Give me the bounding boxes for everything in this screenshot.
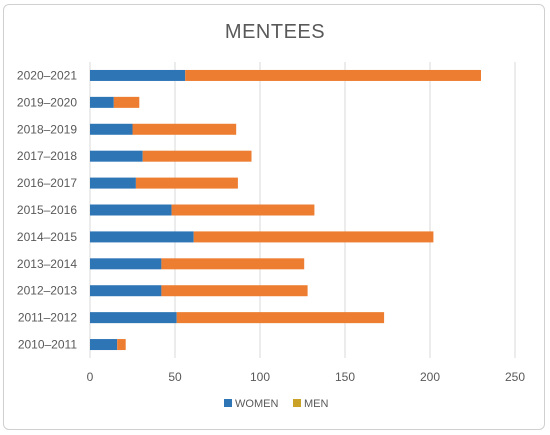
- bar-men-2018–2019: [132, 123, 237, 135]
- legend-swatch-men: [293, 399, 301, 407]
- bar-men-2015–2016: [171, 204, 315, 216]
- bar-women-2010–2011: [90, 339, 118, 351]
- y-tick-label-2013–2014: 2013–2014: [17, 257, 77, 271]
- bar-men-2020–2021: [185, 69, 481, 81]
- y-tick-label-2010–2011: 2010–2011: [18, 338, 78, 352]
- bar-women-2016–2017: [90, 177, 136, 189]
- bar-women-2020–2021: [90, 69, 186, 81]
- bars: [90, 69, 481, 351]
- bar-women-2017–2018: [90, 150, 143, 162]
- bar-men-2013–2014: [161, 258, 305, 270]
- bar-women-2011–2012: [90, 312, 177, 324]
- x-tick-label-200: 200: [420, 370, 440, 384]
- x-tick-label-50: 50: [168, 370, 182, 384]
- y-tick-label-2016–2017: 2016–2017: [17, 176, 77, 190]
- bar-men-2019–2020: [113, 96, 140, 108]
- bar-men-2011–2012: [176, 312, 385, 324]
- bar-women-2015–2016: [90, 204, 172, 216]
- x-tick-label-150: 150: [335, 370, 355, 384]
- bar-men-2017–2018: [142, 150, 252, 162]
- x-tick-label-100: 100: [250, 370, 270, 384]
- bar-women-2019–2020: [90, 96, 114, 108]
- bar-women-2014–2015: [90, 231, 194, 243]
- legend-swatch-women: [224, 399, 232, 407]
- bar-men-2012–2013: [161, 285, 308, 297]
- y-tick-label-2017–2018: 2017–2018: [17, 149, 77, 163]
- bar-men-2016–2017: [135, 177, 238, 189]
- x-tick-label-250: 250: [505, 370, 525, 384]
- y-tick-label-2014–2015: 2014–2015: [17, 230, 77, 244]
- x-tick-label-0: 0: [87, 370, 94, 384]
- y-tick-label-2019–2020: 2019–2020: [17, 95, 77, 109]
- y-tick-label-2020–2021: 2020–2021: [17, 68, 77, 82]
- y-tick-label-2011–2012: 2011–2012: [18, 311, 78, 325]
- legend-label-women: WOMEN: [235, 398, 278, 410]
- legend: WOMEN MEN: [224, 398, 329, 410]
- x-tick-labels: 0 50 100 150 200 250: [87, 370, 526, 384]
- chart-title: MENTEES: [225, 21, 325, 43]
- y-tick-labels: 2020–2021 2019–2020 2018–2019 2017–2018 2016…: [17, 68, 77, 351]
- y-tick-label-2015–2016: 2015–2016: [17, 203, 77, 217]
- bar-women-2013–2014: [90, 258, 162, 270]
- bar-women-2012–2013: [90, 285, 162, 297]
- bar-men-2014–2015: [193, 231, 434, 243]
- gridlines: [89, 62, 516, 358]
- y-tick-label-2018–2019: 2018–2019: [17, 122, 77, 136]
- legend-label-men: MEN: [304, 398, 329, 410]
- bar-women-2018–2019: [90, 123, 133, 135]
- y-tick-label-2012–2013: 2012–2013: [17, 284, 77, 298]
- bar-men-2010–2011: [117, 339, 126, 351]
